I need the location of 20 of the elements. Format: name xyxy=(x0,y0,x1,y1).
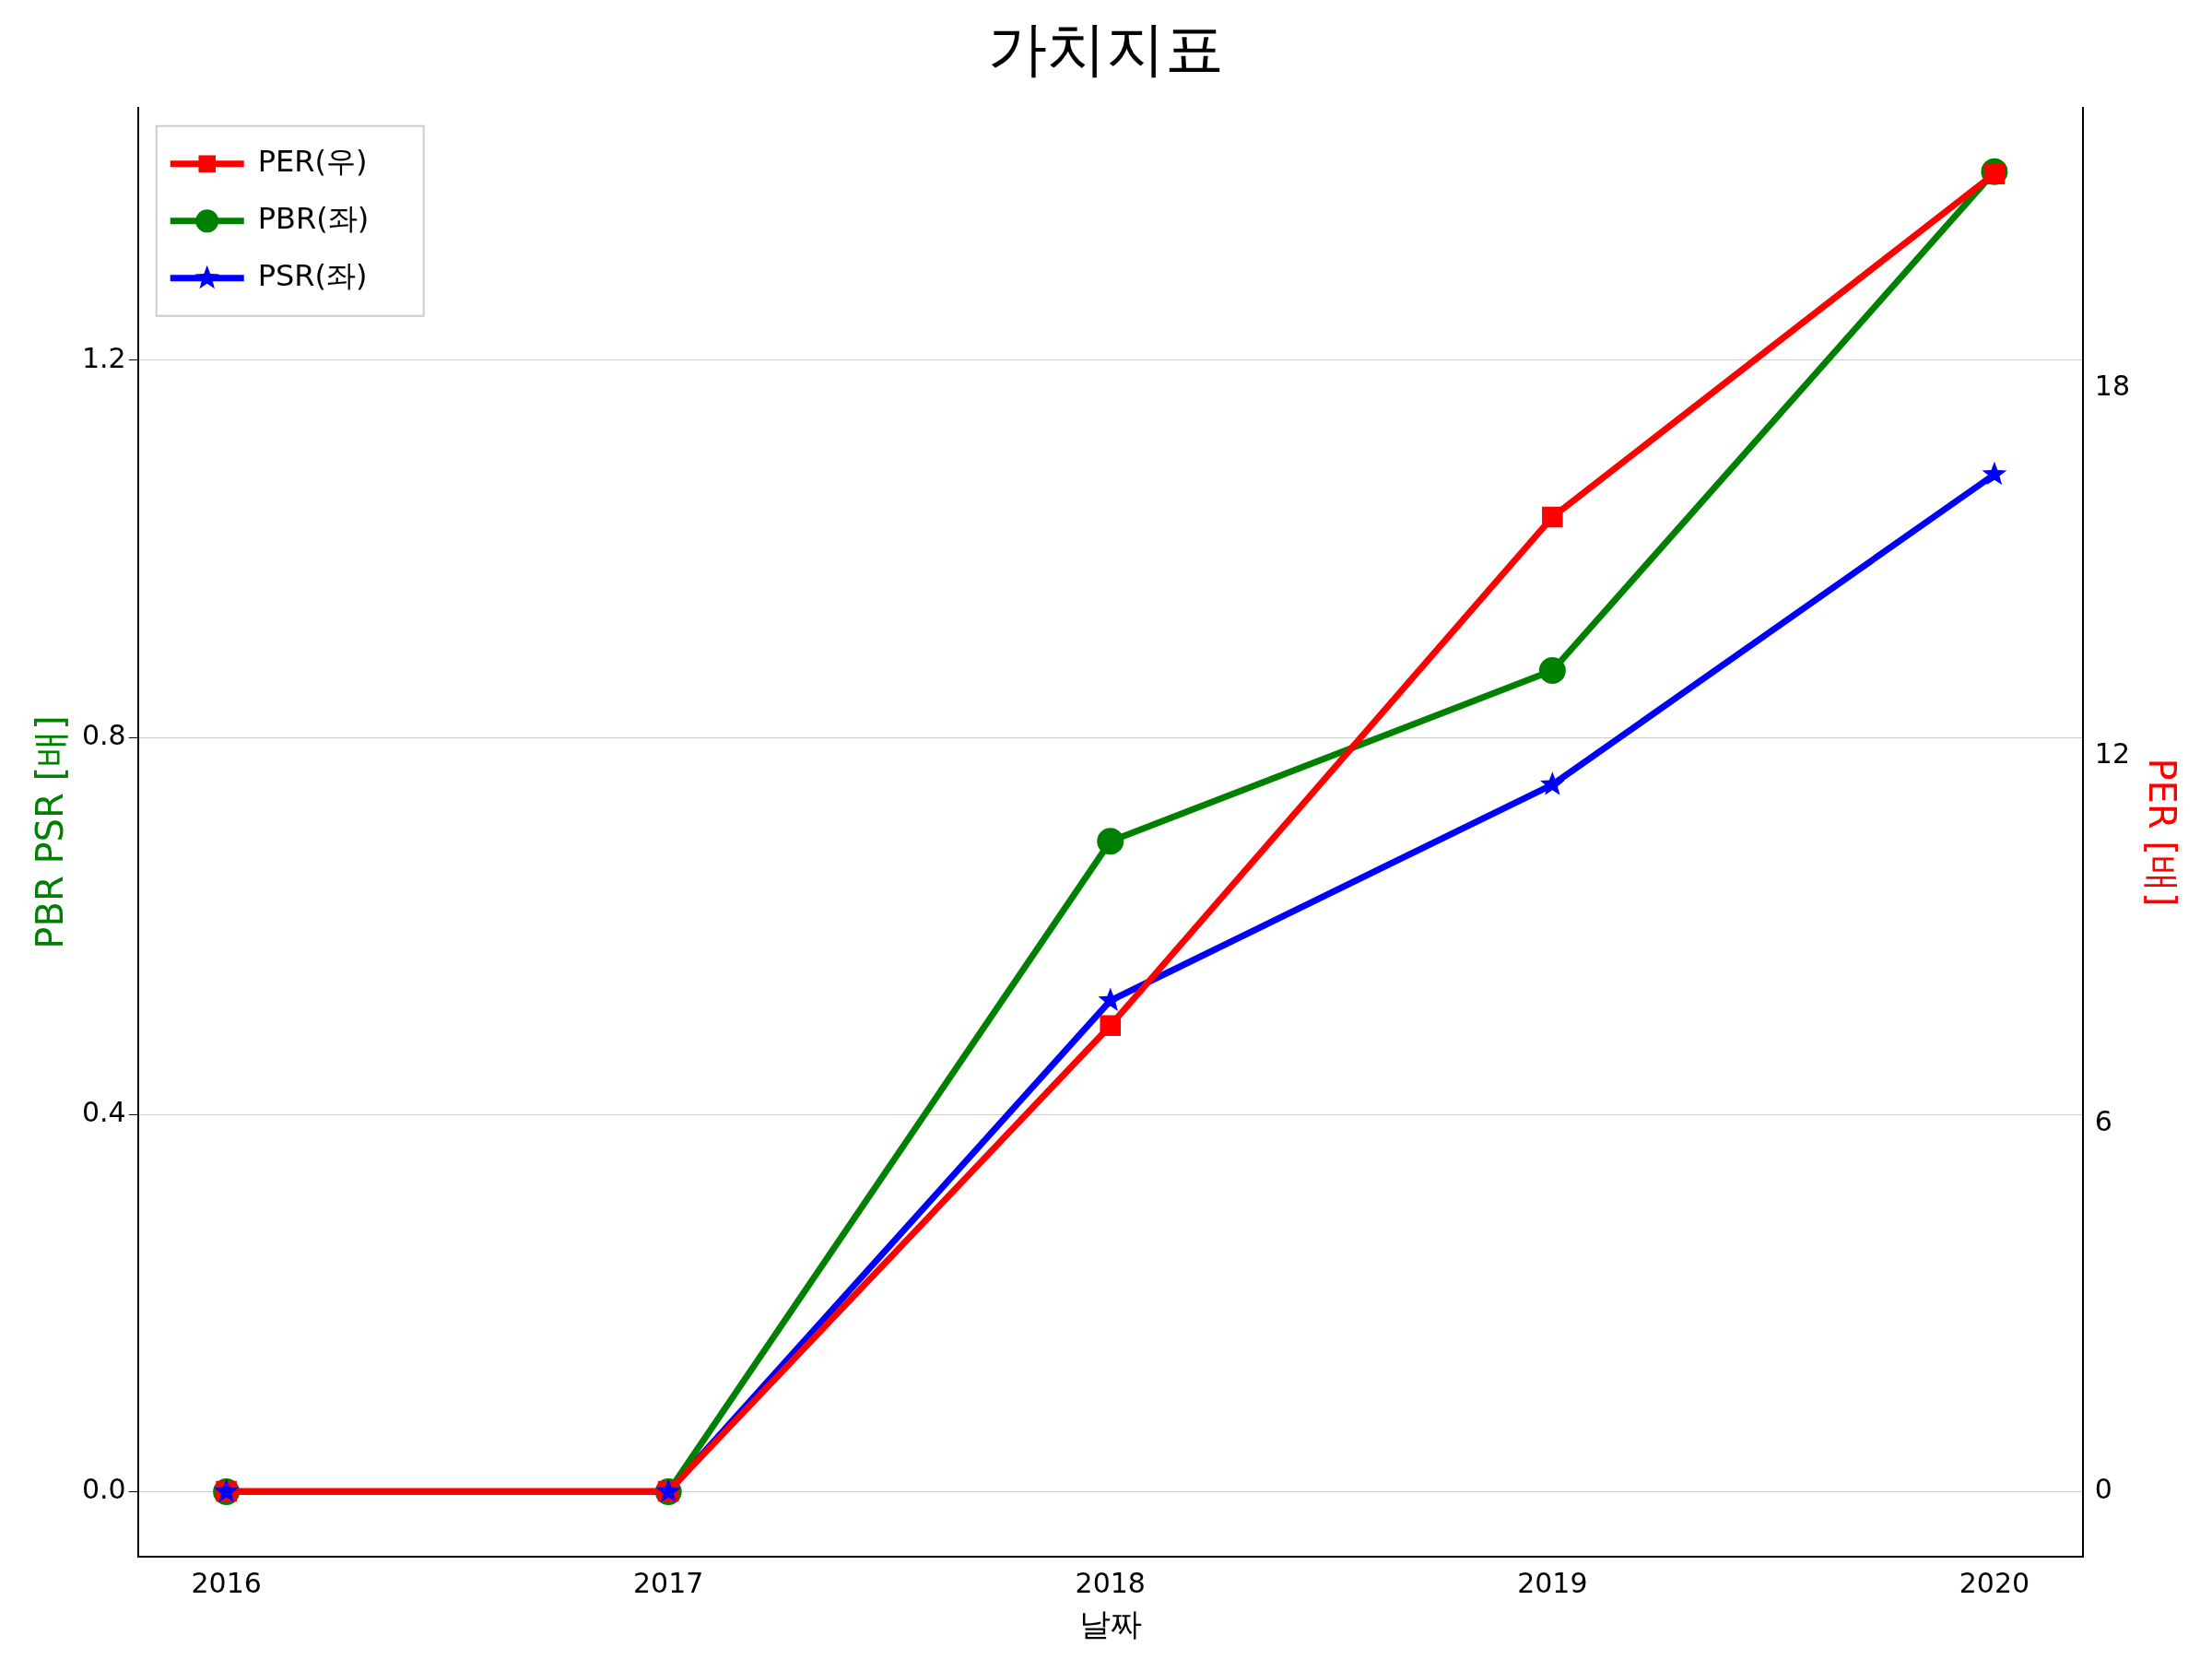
x-tick-label: 2019 xyxy=(1517,1567,1588,1599)
legend-label: PER(우) xyxy=(257,144,368,180)
y-axis-title: PBR PSR [배] xyxy=(29,715,72,949)
y2-tick-label: 0 xyxy=(2094,1472,2112,1505)
chart-title: 가치지표 xyxy=(988,15,1224,84)
y2-tick-label: 12 xyxy=(2094,737,2131,771)
y2-tick-label: 18 xyxy=(2094,370,2131,403)
y-tick-label: 1.2 xyxy=(81,341,126,374)
y-tick-label: 0.8 xyxy=(81,718,126,751)
legend-label: PBR(좌) xyxy=(257,201,370,237)
legend-label: PSR(좌) xyxy=(257,258,368,294)
y2-tick-label: 6 xyxy=(2094,1104,2112,1137)
y-tick-label: 0.4 xyxy=(81,1096,126,1129)
y2-axis-title: PER [배] xyxy=(2140,758,2183,907)
x-axis-title: 날짜 xyxy=(1078,1606,1142,1643)
x-tick-label: 2018 xyxy=(1075,1567,1146,1599)
x-tick-label: 2020 xyxy=(1959,1567,2030,1599)
x-tick-label: 2016 xyxy=(191,1567,262,1599)
y-tick-label: 0.0 xyxy=(81,1473,126,1506)
x-tick-label: 2017 xyxy=(633,1567,704,1599)
